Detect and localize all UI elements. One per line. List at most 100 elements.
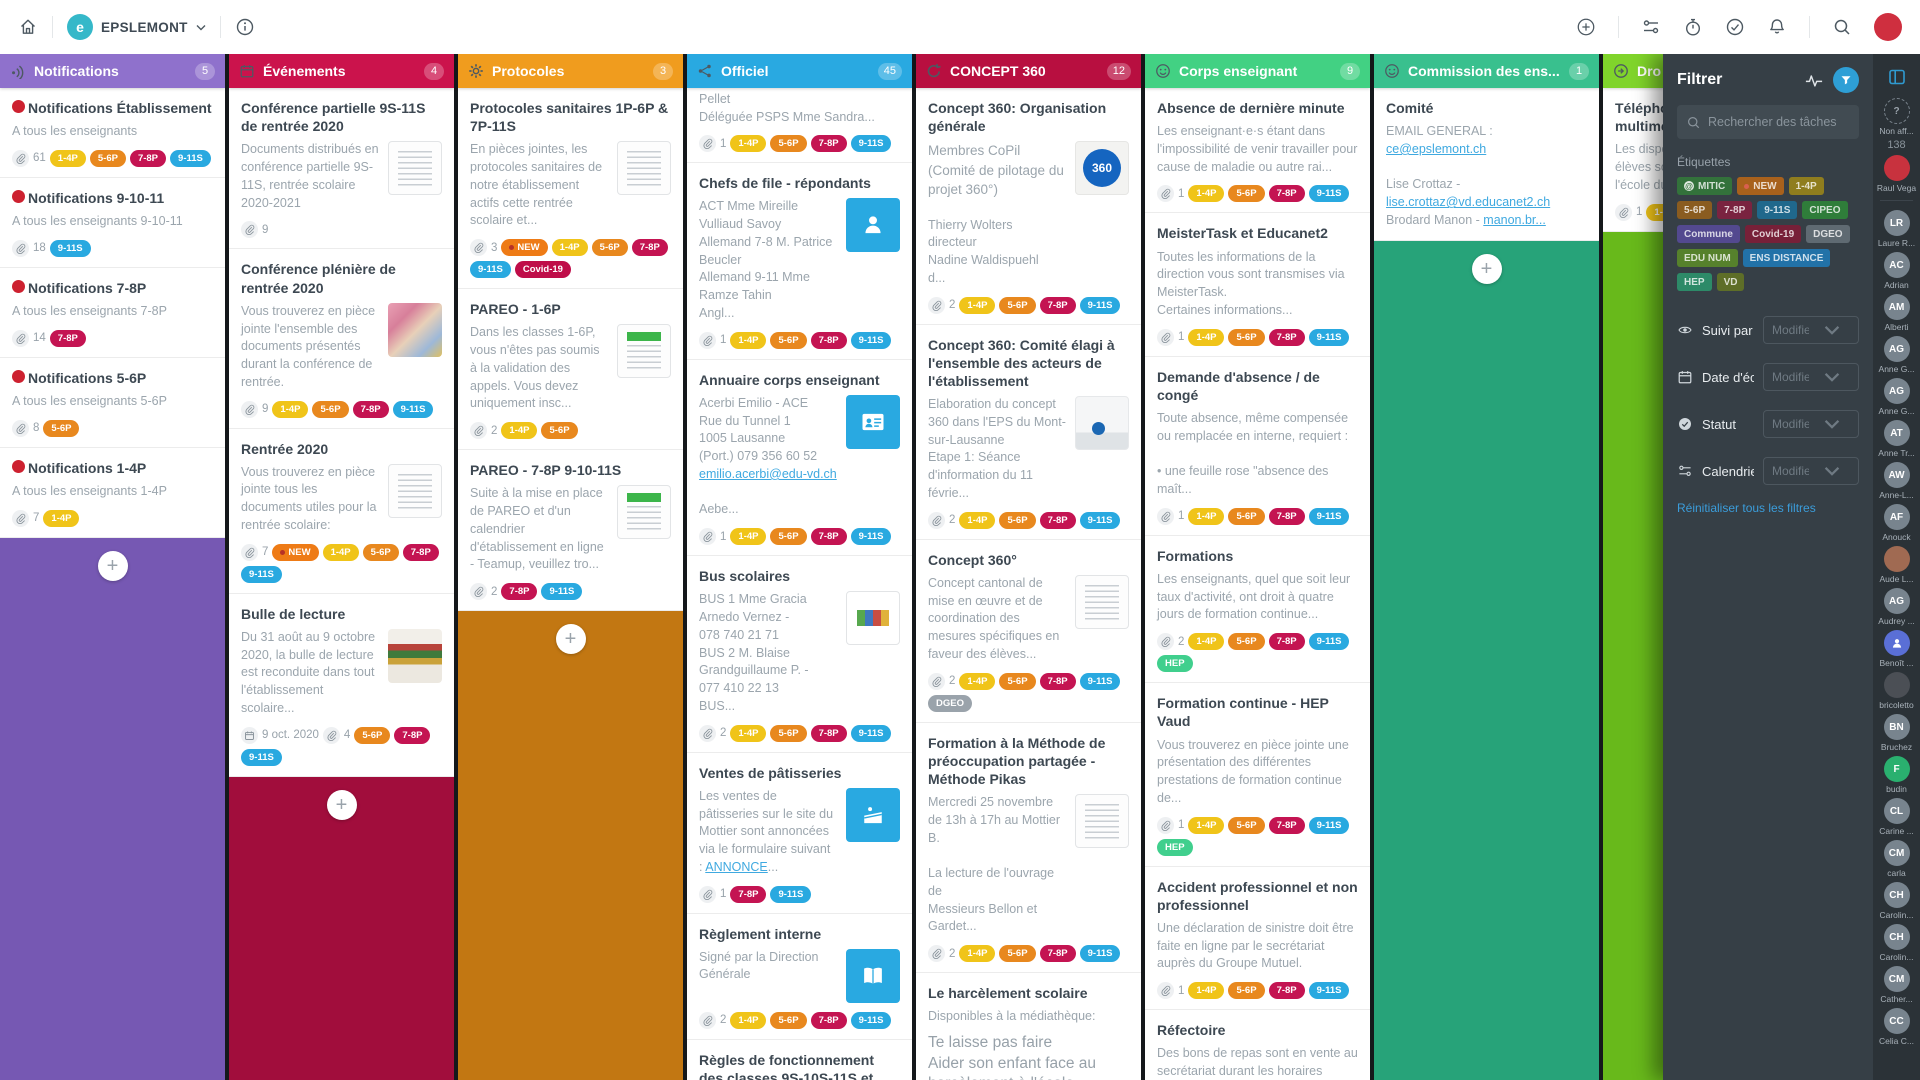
- card[interactable]: Notifications 7-8P A tous les enseignants…: [0, 267, 225, 358]
- activity-icon[interactable]: [1805, 74, 1823, 87]
- card[interactable]: Accident professionnel et non profession…: [1145, 866, 1370, 1011]
- my-tasks-icon[interactable]: [1725, 17, 1745, 37]
- filter-select[interactable]: Modifier...: [1763, 457, 1859, 485]
- card-link[interactable]: emilio.acerbi@edu-vd.ch: [699, 466, 837, 481]
- card[interactable]: Rentrée 2020 Vous trouverez en pièce join…: [229, 428, 454, 594]
- filter-chip-9-11s[interactable]: 9-11S: [1757, 201, 1798, 219]
- search-input[interactable]: [1708, 115, 1850, 129]
- member-avatar-item[interactable]: AF Anouck: [1873, 504, 1920, 542]
- user-avatar[interactable]: [1874, 13, 1902, 41]
- member-avatar-item[interactable]: Raul Vega: [1873, 155, 1920, 193]
- column-header[interactable]: CONCEPT 360 12: [916, 54, 1141, 88]
- member-avatar-item[interactable]: CM Cather...: [1873, 966, 1920, 1004]
- time-tracking-icon[interactable]: [1683, 17, 1703, 37]
- card-link[interactable]: lise.crottaz@vd.educanet2.ch: [1386, 195, 1551, 210]
- reset-filters-link[interactable]: Réinitialiser tous les filtres: [1677, 501, 1816, 515]
- card[interactable]: Délégués 3 Mme VéroniquePelletDéléguée P…: [687, 88, 912, 164]
- member-avatar-item[interactable]: CC Celia C...: [1873, 1008, 1920, 1046]
- member-avatar-item[interactable]: AG Anne G...: [1873, 378, 1920, 416]
- add-card-button[interactable]: +: [1471, 253, 1502, 284]
- member-avatar-item[interactable]: ? Non aff... 138: [1873, 98, 1920, 151]
- card[interactable]: Absence de dernière minute Les enseignant…: [1145, 88, 1370, 214]
- filter-chip-1-4p[interactable]: 1-4P: [1788, 177, 1824, 195]
- home-icon[interactable]: [18, 17, 38, 37]
- card-link[interactable]: manon.br...: [1483, 212, 1546, 227]
- member-avatar-item[interactable]: bricoletto: [1873, 672, 1920, 710]
- filter-chip-mitic[interactable]: @ MITIC: [1677, 177, 1733, 195]
- add-card-button[interactable]: +: [97, 550, 128, 581]
- member-avatar-item[interactable]: BN Bruchez: [1873, 714, 1920, 752]
- member-avatar-item[interactable]: AG Anne G...: [1873, 336, 1920, 374]
- card[interactable]: Protocoles sanitaires 1P-6P & 7P-11S En p…: [458, 88, 683, 290]
- column-header[interactable]: Corps enseignant 9: [1145, 54, 1370, 88]
- card[interactable]: Bulle de lecture Du 31 août au 9 octobre …: [229, 593, 454, 777]
- card[interactable]: Concept 360° Concept cantonal de mise en …: [916, 539, 1141, 723]
- card[interactable]: Demande d'absence / de congé Toute absenc…: [1145, 356, 1370, 536]
- panel-book-icon[interactable]: [1886, 66, 1908, 88]
- card[interactable]: Notifications 1-4P A tous les enseignants…: [0, 447, 225, 538]
- member-avatar-item[interactable]: CH Carolin...: [1873, 924, 1920, 962]
- card[interactable]: Notifications 9-10-11 A tous les enseigna…: [0, 177, 225, 268]
- member-avatar-item[interactable]: CM carla: [1873, 840, 1920, 878]
- card[interactable]: Conférence plénière de rentrée 2020 Vous …: [229, 249, 454, 429]
- card[interactable]: MeisterTask et Educanet2 Toutes les infor…: [1145, 213, 1370, 357]
- filter-chip-commune[interactable]: Commune: [1677, 225, 1740, 243]
- card[interactable]: Notifications 5-6P A tous les enseignants…: [0, 357, 225, 448]
- member-avatar-item[interactable]: Benoît ...: [1873, 630, 1920, 668]
- card[interactable]: Formation à la Méthode de préoccupation …: [916, 722, 1141, 974]
- column-header[interactable]: Notifications 5: [0, 54, 225, 88]
- task-search[interactable]: [1677, 105, 1859, 139]
- card[interactable]: Formation continue - HEP Vaud Vous trouve…: [1145, 683, 1370, 867]
- member-avatar-item[interactable]: CH Carolin...: [1873, 882, 1920, 920]
- card[interactable]: Concept 360: Organisation générale Membre…: [916, 88, 1141, 325]
- filter-chip-vd[interactable]: VD: [1716, 273, 1745, 291]
- member-avatar-item[interactable]: AC Adrian: [1873, 252, 1920, 290]
- member-avatar-item[interactable]: AM Alberti: [1873, 294, 1920, 332]
- card[interactable]: Annuaire corps enseignant Acerbi Emilio -…: [687, 359, 912, 557]
- customize-icon[interactable]: [1641, 17, 1661, 37]
- add-card-button[interactable]: +: [326, 789, 357, 820]
- card-link[interactable]: ce@epslemont.ch: [1386, 141, 1487, 156]
- filter-chip-ens-distance[interactable]: ENS DISTANCE: [1742, 249, 1831, 267]
- filter-chip-dgeo[interactable]: DGEO: [1806, 225, 1850, 243]
- filter-select[interactable]: Modifier...: [1763, 363, 1859, 391]
- card[interactable]: Chefs de file - répondants ACT Mme Mireil…: [687, 163, 912, 360]
- card[interactable]: Conférence partielle 9S-11S de rentrée 2…: [229, 88, 454, 250]
- column-header[interactable]: Événements 4: [229, 54, 454, 88]
- column-header[interactable]: Protocoles 3: [458, 54, 683, 88]
- filter-chip-hep[interactable]: HEP: [1677, 273, 1712, 291]
- card[interactable]: Réfectoire Des bons de repas sont en vent…: [1145, 1010, 1370, 1080]
- info-icon[interactable]: [235, 17, 255, 37]
- card[interactable]: Formations Les enseignants, quel que soit…: [1145, 535, 1370, 684]
- add-icon[interactable]: [1576, 17, 1596, 37]
- card[interactable]: Règles de fonctionnement des classes 9S-…: [687, 1039, 912, 1080]
- filter-chip-new[interactable]: NEW: [1737, 177, 1784, 195]
- filter-select[interactable]: Modifier...: [1763, 410, 1859, 438]
- member-avatar-item[interactable]: AW Anne-L...: [1873, 462, 1920, 500]
- filter-chip-covid-19[interactable]: Covid-19: [1744, 225, 1802, 243]
- filter-select[interactable]: Modifier...: [1763, 316, 1859, 344]
- filter-chip-5-6p[interactable]: 5-6P: [1677, 201, 1713, 219]
- card[interactable]: Concept 360: Comité élagi à l'ensemble d…: [916, 324, 1141, 540]
- card[interactable]: PAREO - 7-8P 9-10-11S Suite à la mise en …: [458, 450, 683, 611]
- column-header[interactable]: Officiel 45: [687, 54, 912, 88]
- card[interactable]: Règlement interne Signé par la Direction …: [687, 913, 912, 1040]
- search-icon[interactable]: [1832, 17, 1852, 37]
- card[interactable]: Bus scolaires BUS 1 Mme Gracia Arnedo Ver…: [687, 556, 912, 753]
- filter-chip-7-8p[interactable]: 7-8P: [1717, 201, 1753, 219]
- column-header[interactable]: Commission des ens... 1: [1374, 54, 1599, 88]
- workspace-switcher[interactable]: e EPSLEMONT: [67, 14, 206, 40]
- member-avatar-item[interactable]: AT Anne Tr...: [1873, 420, 1920, 458]
- notifications-bell-icon[interactable]: [1767, 17, 1787, 37]
- member-avatar-item[interactable]: CL Carine ...: [1873, 798, 1920, 836]
- member-avatar-item[interactable]: Aude L...: [1873, 546, 1920, 584]
- filter-chip-edu-num[interactable]: EDU NUM: [1677, 249, 1738, 267]
- card[interactable]: Le harcèlement scolaire Disponibles à la …: [916, 973, 1141, 1080]
- card-link[interactable]: ANNONCE: [705, 859, 768, 874]
- card[interactable]: Notifications Établissement A tous les en…: [0, 88, 225, 178]
- filter-chip-cipeo[interactable]: CIPEO: [1802, 201, 1848, 219]
- card[interactable]: Comité EMAIL GENERAL : ce@epslemont.ch Li…: [1374, 88, 1599, 241]
- filter-toggle-icon[interactable]: [1833, 67, 1859, 93]
- card[interactable]: Ventes de pâtisseries Les ventes de pâtis…: [687, 752, 912, 914]
